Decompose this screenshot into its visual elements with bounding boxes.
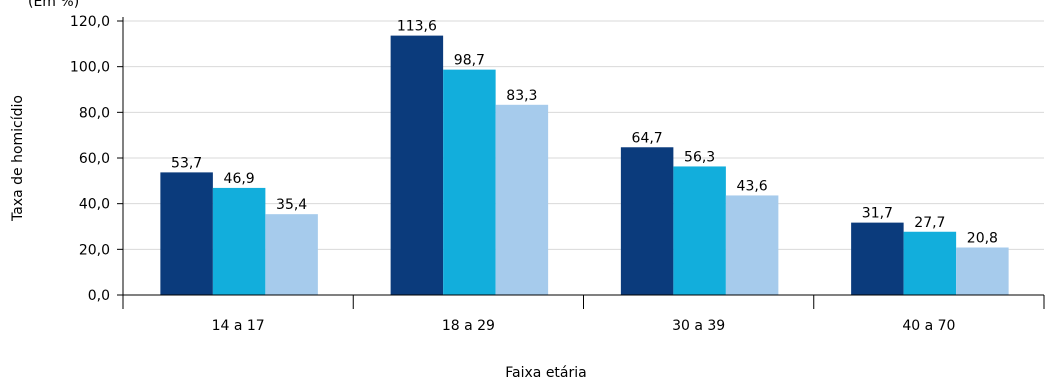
bar-value-label: 113,6	[397, 19, 437, 35]
y-tick-label: 20,0	[79, 242, 110, 258]
bar-value-label: 64,7	[632, 130, 663, 146]
bar-value-label: 31,7	[862, 206, 893, 222]
y-tick-label: 120,0	[70, 14, 110, 30]
x-tick-label: 30 a 39	[672, 318, 725, 334]
y-tick-label: 100,0	[70, 60, 110, 76]
bar	[956, 247, 1009, 295]
bar	[673, 166, 726, 295]
bar	[212, 187, 266, 295]
bar-value-label: 83,3	[506, 88, 537, 104]
bar-value-label: 27,7	[914, 215, 945, 231]
bar	[160, 172, 213, 295]
bar	[620, 147, 674, 295]
y-tick-label: 60,0	[79, 151, 110, 167]
bars	[160, 35, 1009, 295]
bar-value-label: 56,3	[684, 149, 715, 165]
bar	[265, 214, 318, 295]
bar	[390, 35, 444, 295]
bar	[903, 231, 957, 295]
y-tick-label: 80,0	[79, 105, 110, 121]
x-tick-label: 14 a 17	[212, 318, 265, 334]
data-labels: 53,7 46,9 35,4 113,6 98,7 83,3 64,7 56,3 43,6 31,…	[171, 19, 998, 247]
x-tick-label: 40 a 70	[902, 318, 955, 334]
bar-value-label: 35,4	[276, 197, 307, 213]
bar-value-label: 43,6	[737, 178, 768, 194]
bar-value-label: 46,9	[224, 171, 255, 187]
bar	[443, 69, 496, 295]
y-tick-label: 0,0	[88, 288, 110, 304]
y-tick-label: 40,0	[79, 197, 110, 213]
bar	[725, 195, 779, 295]
bar	[851, 222, 904, 295]
bar-value-label: 20,8	[967, 231, 998, 247]
y-axis-ticks: 0,0 20,0 40,0 60,0 80,0 100,0 120,0	[70, 14, 123, 304]
x-axis-title: Faixa etária	[505, 365, 586, 378]
bar	[495, 104, 549, 295]
bar-value-label: 53,7	[171, 155, 202, 171]
bar-value-label: 98,7	[454, 53, 485, 69]
y-axis-title: Taxa de homicídio	[10, 95, 26, 222]
unit-label: (Em %)	[28, 0, 79, 10]
x-axis: 14 a 17 18 a 29 30 a 39 40 a 70	[122, 17, 1045, 334]
x-tick-label: 18 a 29	[442, 318, 495, 334]
